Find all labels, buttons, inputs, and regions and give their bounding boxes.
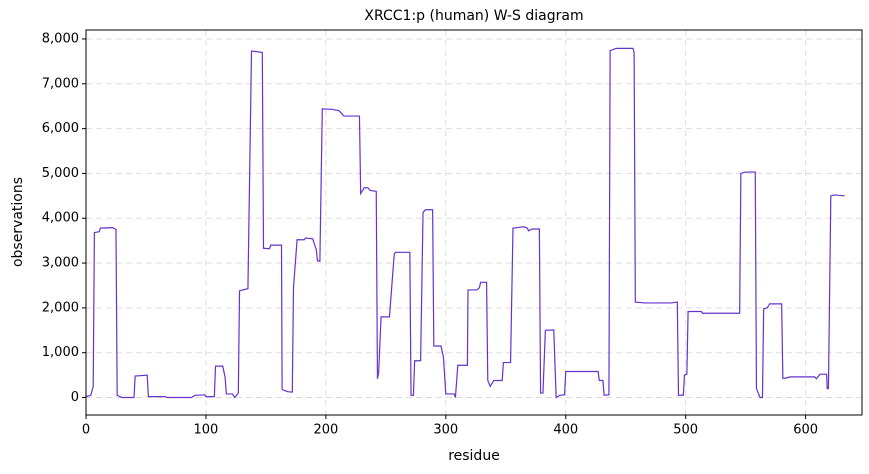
y-tick-label: 2,000 [42, 300, 79, 315]
y-tick-label: 6,000 [42, 121, 79, 136]
x-tick-label: 600 [793, 423, 818, 438]
y-tick-label: 8,000 [42, 31, 79, 46]
y-tick-label: 7,000 [42, 76, 79, 91]
y-tick-label: 5,000 [42, 166, 79, 181]
x-tick-label: 500 [673, 423, 698, 438]
y-tick-label: 1,000 [42, 345, 79, 360]
x-axis-label: residue [448, 448, 500, 464]
x-tick-label: 200 [313, 423, 338, 438]
y-axis-label: observations [10, 177, 26, 267]
y-tick-label: 3,000 [42, 256, 79, 271]
x-tick-label: 0 [82, 423, 90, 438]
plot-frame [85, 29, 863, 416]
y-tick-label: 0 [71, 390, 79, 405]
data-line [85, 47, 845, 399]
y-tick-label: 4,000 [42, 211, 79, 226]
x-tick-label: 300 [433, 423, 458, 438]
x-tick-label: 100 [194, 423, 219, 438]
x-tick-label: 400 [553, 423, 578, 438]
chart-title: XRCC1:p (human) W-S diagram [364, 8, 583, 24]
